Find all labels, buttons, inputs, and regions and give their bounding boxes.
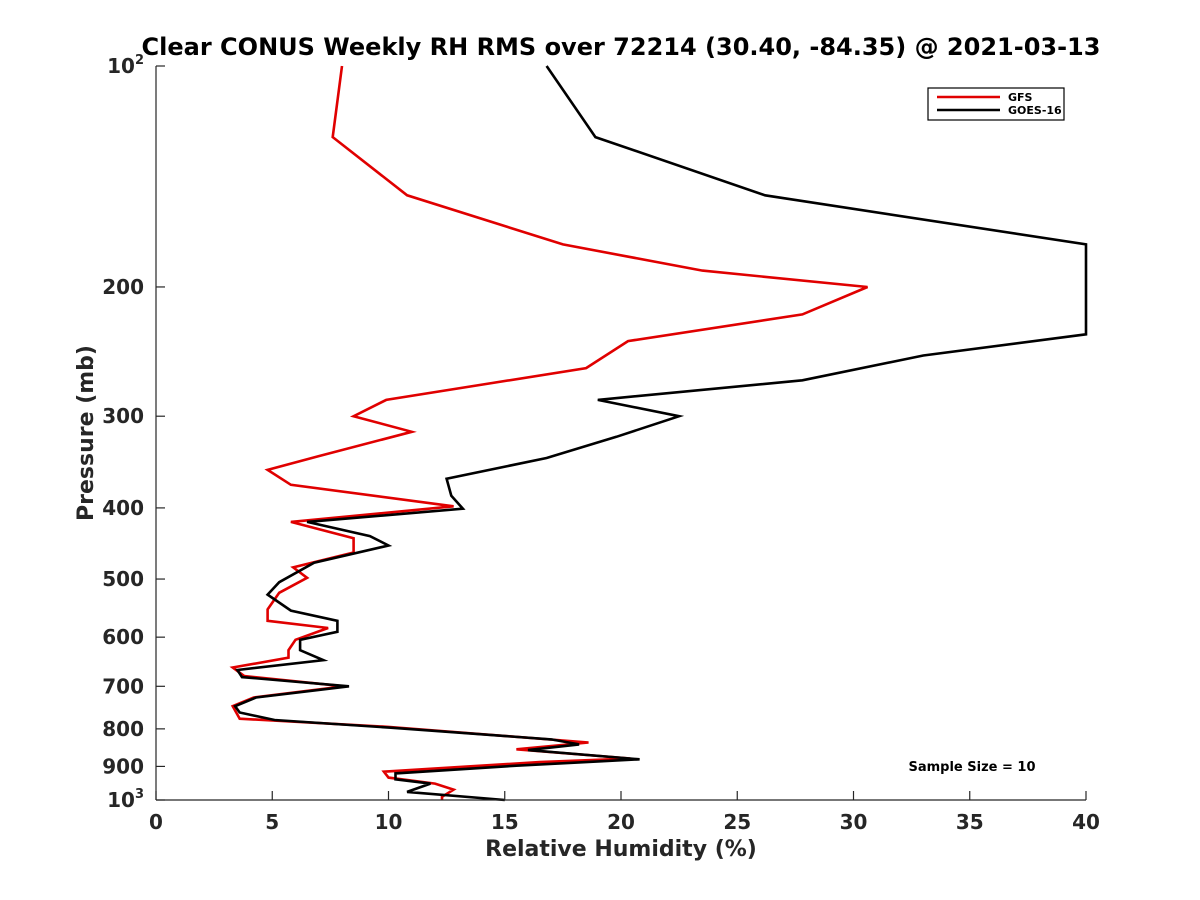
y-tick-label: 800 [102, 717, 144, 741]
y-tick-label: 500 [102, 567, 144, 591]
x-tick-label: 25 [723, 810, 751, 834]
y-tick-label: 300 [102, 404, 144, 428]
y-tick-label: 600 [102, 625, 144, 649]
x-tick-label: 30 [840, 810, 868, 834]
legend-label-goes-16: GOES-16 [1008, 104, 1062, 117]
y-tick-label: 700 [102, 674, 144, 698]
x-tick-label: 0 [149, 810, 163, 834]
legend-box [927, 87, 1065, 121]
legend-label-gfs: GFS [1008, 91, 1033, 104]
y-tick-label: 103 [107, 787, 144, 812]
chart-title: Clear CONUS Weekly RH RMS over 72214 (30… [142, 33, 1101, 61]
x-tick-label: 40 [1072, 810, 1100, 834]
y-tick-label: 200 [102, 275, 144, 299]
x-tick-label: 5 [265, 810, 279, 834]
y-tick-label: 400 [102, 496, 144, 520]
y-axis-label: Pressure (mb) [74, 345, 99, 521]
y-tick-label: 900 [102, 754, 144, 778]
x-tick-label: 15 [491, 810, 519, 834]
y-tick-label: 102 [107, 53, 144, 78]
x-axis-label: Relative Humidity (%) [485, 837, 757, 862]
sample-size-annotation: Sample Size = 10 [908, 760, 1035, 775]
x-tick-label: 35 [956, 810, 984, 834]
x-tick-label: 10 [375, 810, 403, 834]
y-ticks: 102 200 300 400 500 600 700 800 900 103 [102, 53, 165, 812]
x-tick-label: 20 [607, 810, 635, 834]
x-ticks: 0 5 10 15 20 25 30 35 40 [149, 791, 1100, 834]
series-layer [229, 65, 1088, 802]
series-line-goes-16 [233, 65, 1088, 802]
